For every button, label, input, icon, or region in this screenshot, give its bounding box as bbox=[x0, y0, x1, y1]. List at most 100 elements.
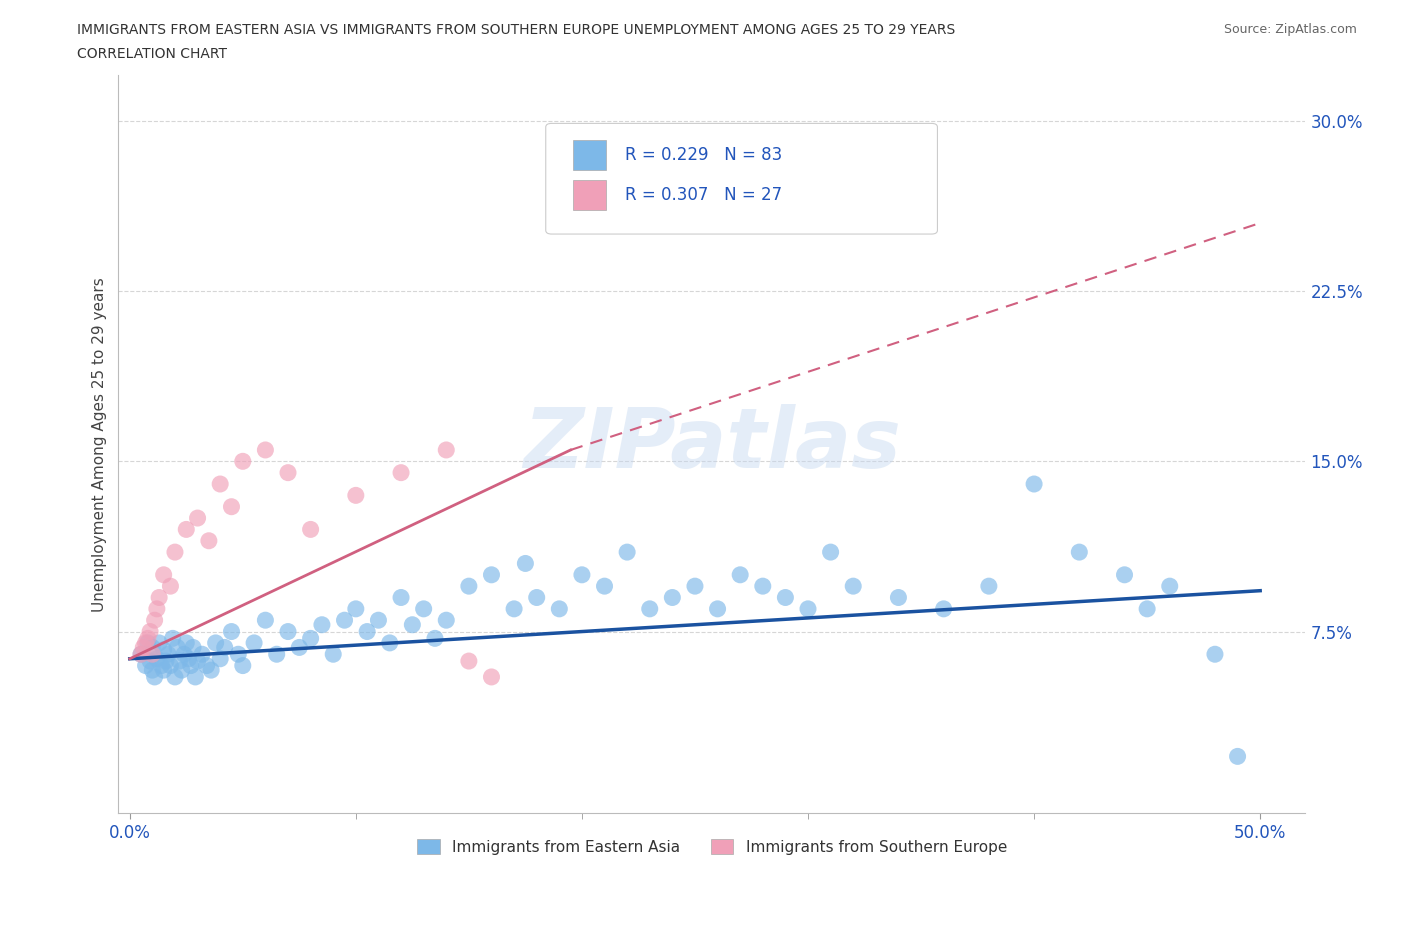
Point bbox=[277, 624, 299, 639]
Point bbox=[481, 567, 503, 582]
Point bbox=[143, 613, 166, 628]
Point bbox=[333, 613, 356, 628]
Point bbox=[150, 658, 173, 673]
Point bbox=[177, 651, 200, 666]
Point bbox=[683, 578, 706, 593]
Point bbox=[163, 670, 186, 684]
Point bbox=[221, 624, 243, 639]
Point bbox=[548, 602, 571, 617]
Point bbox=[135, 635, 157, 650]
Point bbox=[412, 602, 434, 617]
Point bbox=[135, 658, 157, 673]
FancyBboxPatch shape bbox=[574, 180, 606, 209]
Point bbox=[842, 578, 865, 593]
Point bbox=[638, 602, 661, 617]
Point bbox=[344, 488, 367, 503]
Point bbox=[526, 590, 548, 604]
Point bbox=[146, 651, 169, 666]
Point bbox=[356, 624, 378, 639]
Point bbox=[266, 646, 288, 661]
Point bbox=[1136, 602, 1159, 617]
Point bbox=[932, 602, 955, 617]
Point bbox=[299, 522, 322, 537]
Point bbox=[457, 578, 479, 593]
Point bbox=[195, 658, 218, 673]
Point bbox=[401, 618, 423, 632]
Point bbox=[1204, 646, 1226, 661]
Point bbox=[159, 578, 181, 593]
Point bbox=[232, 454, 254, 469]
Point bbox=[159, 658, 181, 673]
Point bbox=[571, 567, 593, 582]
Point bbox=[299, 631, 322, 645]
Point bbox=[254, 613, 277, 628]
Point bbox=[169, 654, 191, 669]
Point bbox=[1114, 567, 1136, 582]
Point bbox=[367, 613, 389, 628]
Point bbox=[423, 631, 446, 645]
Point bbox=[204, 635, 226, 650]
Point bbox=[139, 654, 162, 669]
Y-axis label: Unemployment Among Ages 25 to 29 years: Unemployment Among Ages 25 to 29 years bbox=[93, 277, 107, 612]
Text: ZIPatlas: ZIPatlas bbox=[523, 404, 901, 485]
Point bbox=[616, 545, 638, 560]
FancyBboxPatch shape bbox=[574, 140, 606, 170]
Point bbox=[593, 578, 616, 593]
Point bbox=[209, 651, 232, 666]
Point bbox=[457, 654, 479, 669]
Point bbox=[136, 631, 159, 645]
Point bbox=[344, 602, 367, 617]
Point bbox=[277, 465, 299, 480]
Point bbox=[136, 635, 159, 650]
Point bbox=[1022, 476, 1045, 491]
Point bbox=[706, 602, 728, 617]
Point bbox=[157, 646, 180, 661]
Point bbox=[141, 646, 163, 661]
Point bbox=[181, 640, 204, 655]
Point bbox=[322, 646, 344, 661]
Point bbox=[797, 602, 820, 617]
Text: Source: ZipAtlas.com: Source: ZipAtlas.com bbox=[1223, 23, 1357, 36]
Point bbox=[752, 578, 775, 593]
Point bbox=[166, 640, 188, 655]
Point bbox=[515, 556, 537, 571]
Point bbox=[571, 181, 593, 196]
Point bbox=[661, 590, 683, 604]
Point bbox=[162, 631, 184, 645]
Text: CORRELATION CHART: CORRELATION CHART bbox=[77, 46, 228, 60]
Point bbox=[481, 670, 503, 684]
Point bbox=[174, 522, 197, 537]
Point bbox=[214, 640, 236, 655]
Point bbox=[184, 670, 207, 684]
Point bbox=[434, 613, 457, 628]
Point bbox=[132, 640, 155, 655]
Point bbox=[1226, 749, 1249, 764]
Point bbox=[191, 646, 214, 661]
Text: IMMIGRANTS FROM EASTERN ASIA VS IMMIGRANTS FROM SOUTHERN EUROPE UNEMPLOYMENT AMO: IMMIGRANTS FROM EASTERN ASIA VS IMMIGRAN… bbox=[77, 23, 956, 37]
Point bbox=[173, 646, 195, 661]
Point bbox=[209, 476, 232, 491]
Point bbox=[174, 635, 197, 650]
Point bbox=[129, 646, 152, 661]
Point bbox=[139, 624, 162, 639]
Point bbox=[775, 590, 797, 604]
Point bbox=[152, 643, 174, 658]
Point bbox=[311, 618, 333, 632]
Point bbox=[187, 654, 209, 669]
FancyBboxPatch shape bbox=[546, 124, 938, 234]
Point bbox=[389, 590, 412, 604]
Point bbox=[170, 663, 193, 678]
Point bbox=[143, 670, 166, 684]
Point bbox=[198, 533, 221, 548]
Legend: Immigrants from Eastern Asia, Immigrants from Southern Europe: Immigrants from Eastern Asia, Immigrants… bbox=[411, 832, 1014, 861]
Point bbox=[378, 635, 401, 650]
Point bbox=[221, 499, 243, 514]
Point bbox=[288, 640, 311, 655]
Point bbox=[820, 545, 842, 560]
Point bbox=[155, 654, 177, 669]
Text: R = 0.229   N = 83: R = 0.229 N = 83 bbox=[626, 146, 783, 164]
Point bbox=[226, 646, 249, 661]
Point bbox=[977, 578, 1000, 593]
Point bbox=[163, 545, 186, 560]
Point bbox=[148, 635, 170, 650]
